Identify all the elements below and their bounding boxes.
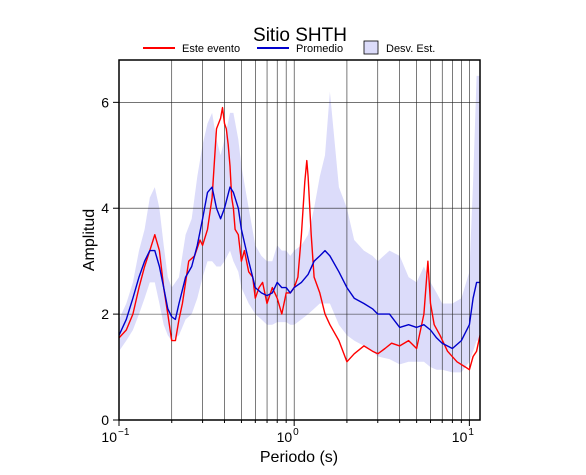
x-tick-label: 10 <box>452 429 468 445</box>
x-tick-exponent: 0 <box>293 427 299 438</box>
x-tick-exponent: −1 <box>118 427 130 438</box>
chart-title: Sitio SHTH <box>253 25 347 46</box>
y-tick-label: 2 <box>101 306 109 322</box>
y-tick-label: 6 <box>101 94 109 110</box>
legend: Este evento Promedio Desv. Est. <box>143 40 435 55</box>
legend-swatch-3 <box>363 40 379 55</box>
grid-layer <box>119 60 480 420</box>
std-dev-band <box>119 75 480 373</box>
x-tick-label: 10 <box>101 429 117 445</box>
series-line-2 <box>119 186 480 350</box>
band-layer <box>119 75 480 373</box>
legend-label-1: Este evento <box>182 43 240 55</box>
legend-label-2: Promedio <box>296 43 343 55</box>
x-tick-label: 10 <box>277 429 293 445</box>
x-axis-label: Periodo (s) <box>260 449 338 466</box>
y-tick-label: 0 <box>101 412 109 428</box>
x-tick-exponent: 1 <box>468 427 474 438</box>
series-line-1 <box>119 106 480 371</box>
legend-label-3: Desv. Est. <box>386 43 435 55</box>
y-tick-label: 4 <box>101 200 109 216</box>
y-axis-label: Amplitud <box>81 209 98 271</box>
plot-frame <box>118 59 481 421</box>
series-layer <box>119 106 480 371</box>
